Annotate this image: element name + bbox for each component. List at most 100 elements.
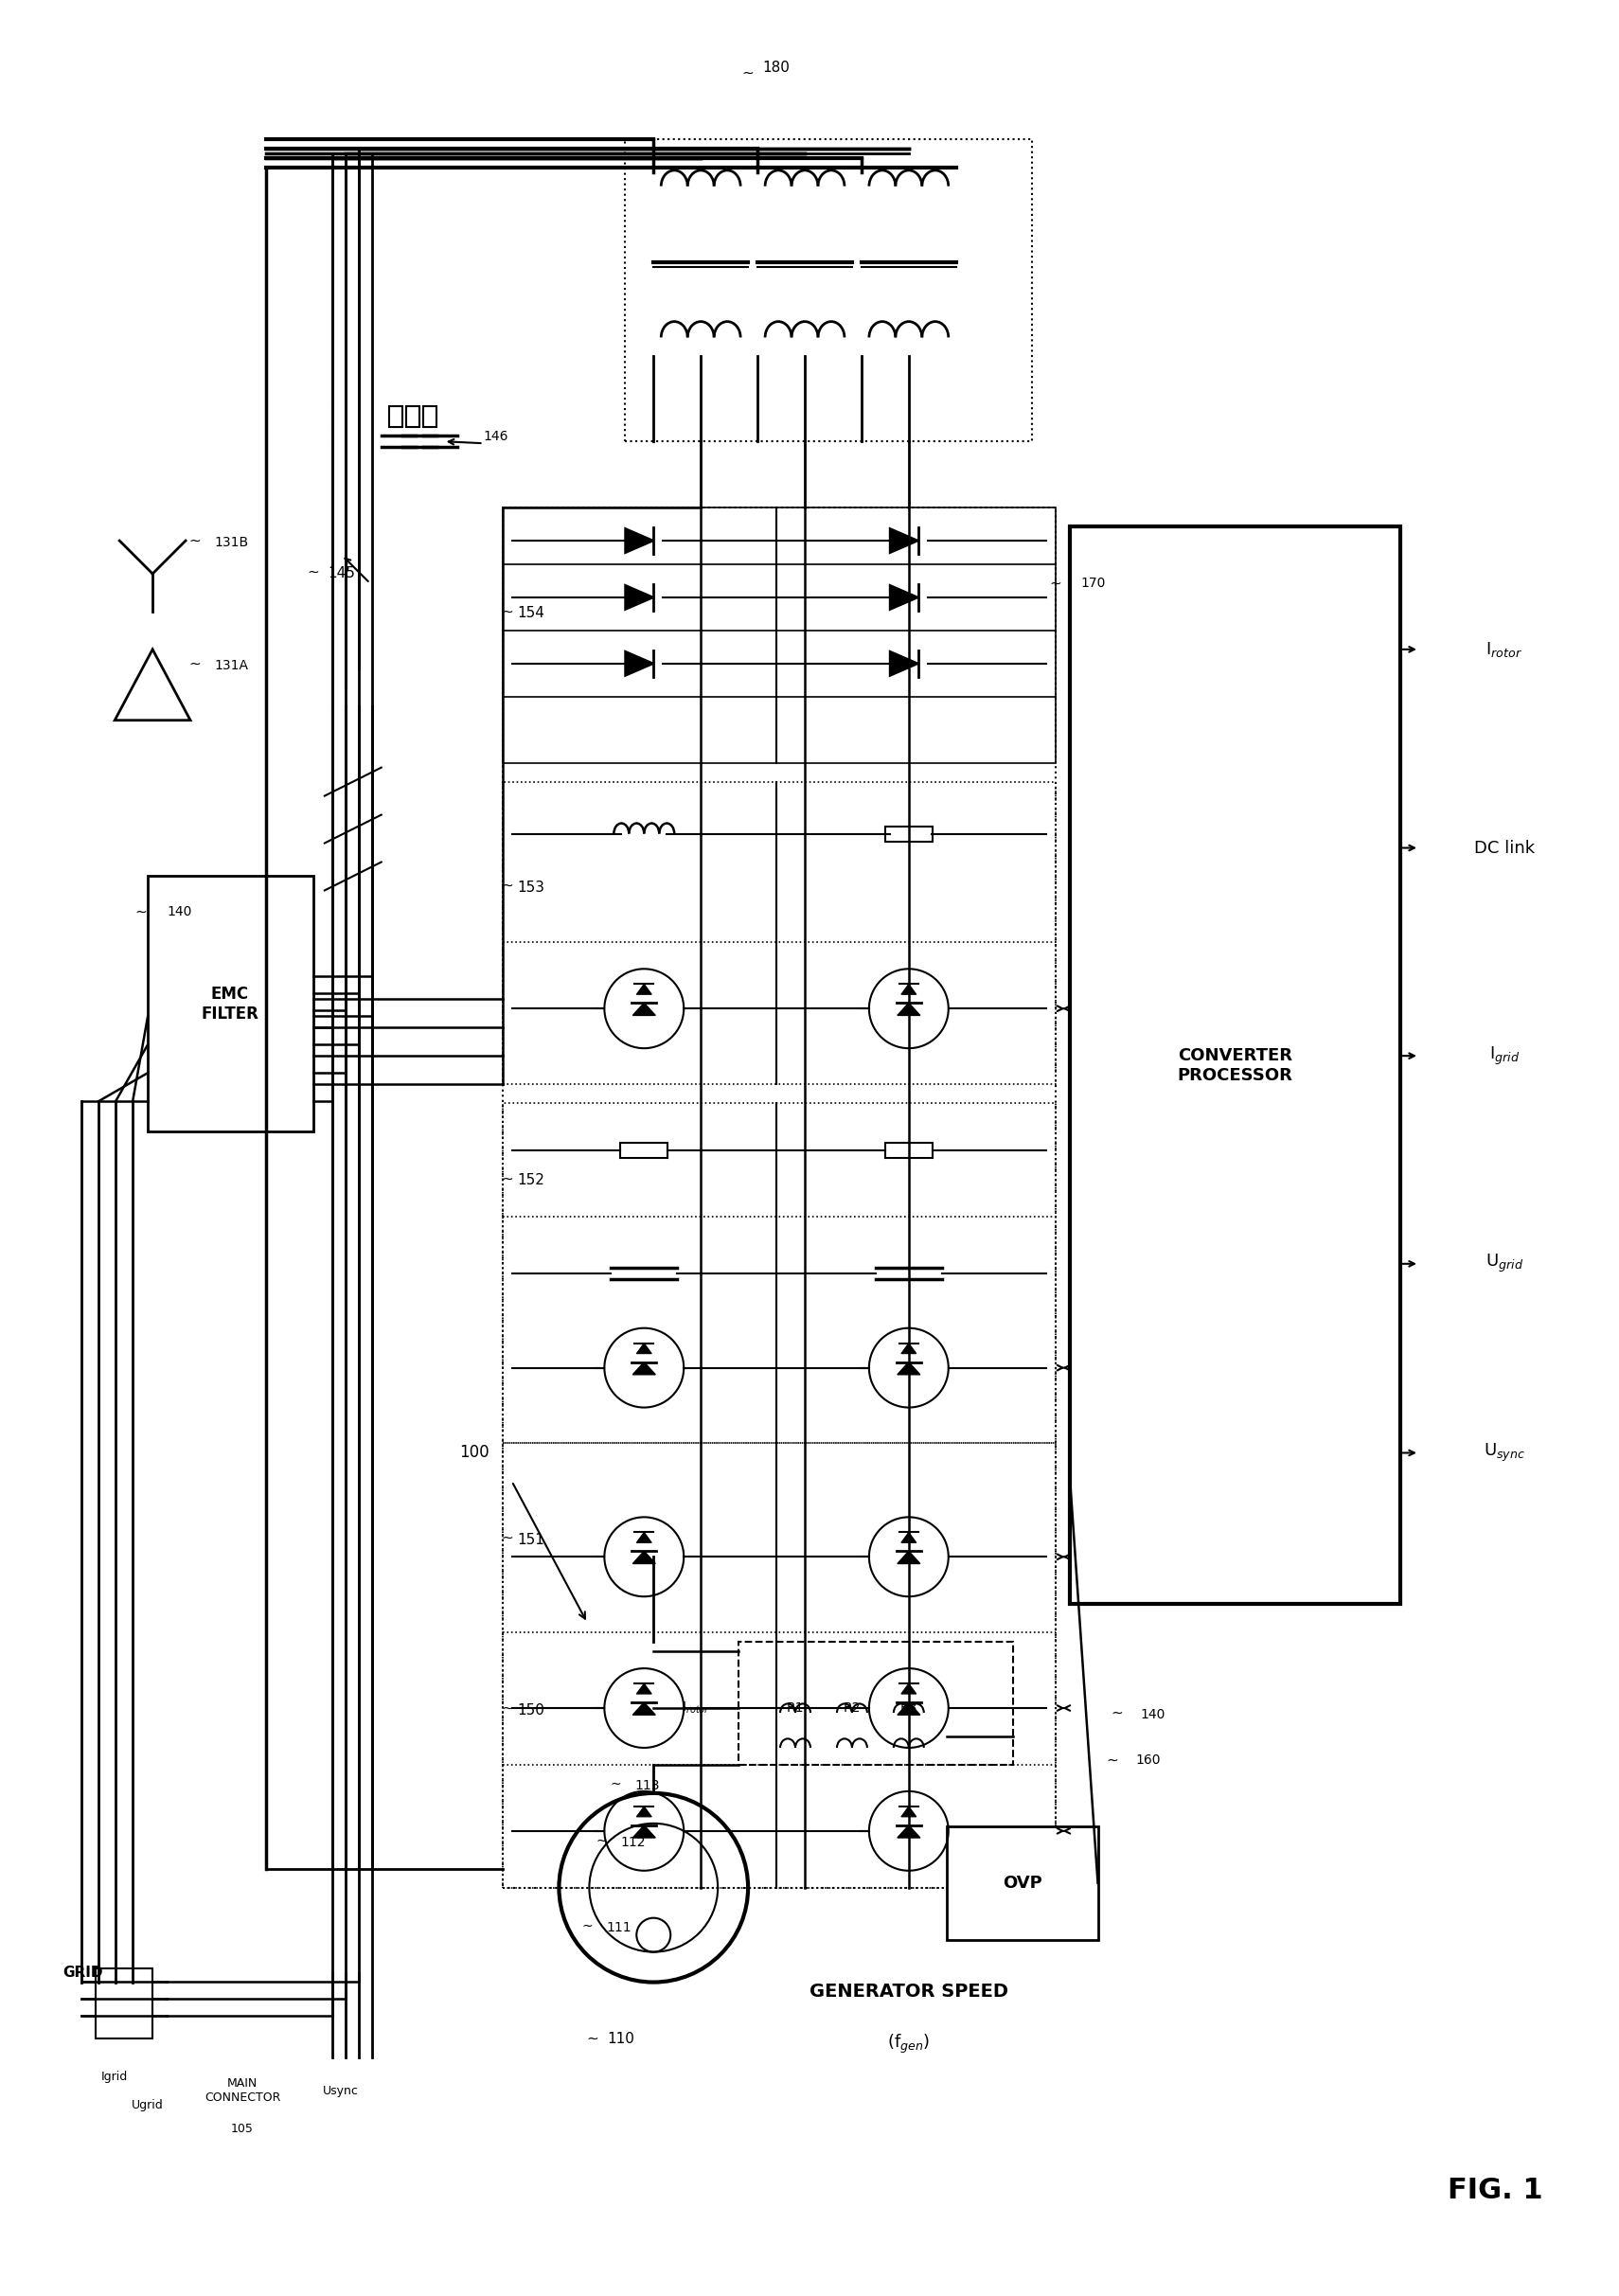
Text: ∼: ∼ [581,1919,593,1933]
Text: 146: 146 [484,429,508,443]
Text: R3: R3 [900,1701,918,1715]
Polygon shape [902,1807,916,1816]
Text: I$_{rotor}$: I$_{rotor}$ [682,1701,711,1715]
Text: CONVERTER
PROCESSOR: CONVERTER PROCESSOR [1177,1047,1292,1084]
Bar [1070,526,1400,1605]
Text: 154: 154 [516,606,544,620]
Polygon shape [902,1531,916,1543]
Text: 160: 160 [1135,1754,1161,1766]
Text: OVP: OVP [1002,1874,1043,1892]
Text: GRID: GRID [63,1965,104,1979]
Text: ∼: ∼ [1049,576,1062,590]
Bar [423,406,436,427]
Polygon shape [890,585,918,611]
Polygon shape [633,1362,656,1375]
Polygon shape [902,985,916,994]
Polygon shape [902,1683,916,1694]
Bar [886,827,933,840]
Text: R2: R2 [843,1701,861,1715]
Text: Ugrid: Ugrid [131,2099,164,2112]
Polygon shape [636,1683,651,1694]
Bar [947,1825,1098,1940]
Text: ∼: ∼ [189,657,201,670]
Text: 150: 150 [516,1704,544,1717]
Text: ∼: ∼ [610,1777,622,1791]
Text: MAIN
CONNECTOR: MAIN CONNECTOR [204,2078,280,2103]
Text: 170: 170 [1080,576,1106,590]
Polygon shape [636,1343,651,1355]
Polygon shape [633,1003,656,1015]
Text: 105: 105 [232,2122,254,2135]
Text: 131A: 131A [214,659,248,673]
Text: ∼: ∼ [189,533,201,549]
Polygon shape [633,1825,656,1837]
Text: ∼: ∼ [500,604,513,618]
Polygon shape [636,985,651,994]
Polygon shape [897,1552,920,1564]
Text: FIG. 1: FIG. 1 [1447,2177,1543,2204]
Bar [502,507,1056,762]
Polygon shape [897,1701,920,1715]
Polygon shape [897,1362,920,1375]
Polygon shape [625,652,654,675]
Text: I$_{grid}$: I$_{grid}$ [1489,1045,1520,1068]
Polygon shape [890,528,918,553]
Polygon shape [897,1825,920,1837]
Polygon shape [897,1003,920,1015]
Text: 112: 112 [620,1837,646,1848]
Polygon shape [633,1701,656,1715]
Text: 131B: 131B [214,535,248,549]
Bar [147,877,312,1132]
Polygon shape [636,1807,651,1816]
Text: 100: 100 [458,1444,489,1460]
Text: (f$_{gen}$): (f$_{gen}$) [887,2032,931,2055]
Text: 180: 180 [763,62,790,76]
Bar [389,406,402,427]
Text: 113: 113 [635,1779,659,1793]
Bar [502,781,1056,1084]
Text: 140: 140 [167,905,191,918]
Text: 145: 145 [327,567,355,581]
Polygon shape [625,528,654,553]
Polygon shape [636,1531,651,1543]
Text: ∼: ∼ [308,565,319,579]
Polygon shape [633,1552,656,1564]
Text: ∼: ∼ [596,1835,607,1846]
Text: ∼: ∼ [134,905,147,918]
Polygon shape [902,1343,916,1355]
Bar [96,1968,152,2039]
Bar [625,140,1031,441]
Text: DC link: DC link [1473,840,1535,856]
Bar [406,406,419,427]
Text: ∼: ∼ [500,1171,513,1185]
Text: ∼: ∼ [742,67,754,80]
Text: 140: 140 [1140,1708,1166,1722]
Text: U$_{sync}$: U$_{sync}$ [1483,1442,1525,1465]
Text: 151: 151 [516,1534,544,1548]
Polygon shape [625,585,654,611]
Text: U$_{grid}$: U$_{grid}$ [1485,1254,1523,1274]
Text: EMC
FILTER: EMC FILTER [201,985,259,1022]
Text: ∼: ∼ [500,879,513,893]
Text: ∼: ∼ [1111,1706,1122,1720]
Text: 110: 110 [607,2032,635,2046]
Bar [886,1143,933,1157]
Bar [620,1143,667,1157]
Text: Igrid: Igrid [102,2071,128,2082]
Text: R1: R1 [787,1701,805,1715]
Text: GENERATOR SPEED: GENERATOR SPEED [810,1984,1009,2000]
Text: ∼: ∼ [500,1701,513,1715]
Text: 111: 111 [606,1922,631,1933]
Polygon shape [890,652,918,675]
Bar [738,1642,1013,1766]
Text: ∼: ∼ [1106,1752,1119,1768]
Text: I$_{rotor}$: I$_{rotor}$ [1486,641,1522,659]
Text: 152: 152 [516,1173,544,1187]
Text: ∼: ∼ [586,2032,597,2046]
Text: 153: 153 [516,879,544,895]
Text: Usync: Usync [322,2085,358,2096]
Bar [502,1102,1056,1444]
Bar [502,507,1056,1887]
Text: ∼: ∼ [500,1531,513,1545]
Bar [502,1444,1056,1887]
